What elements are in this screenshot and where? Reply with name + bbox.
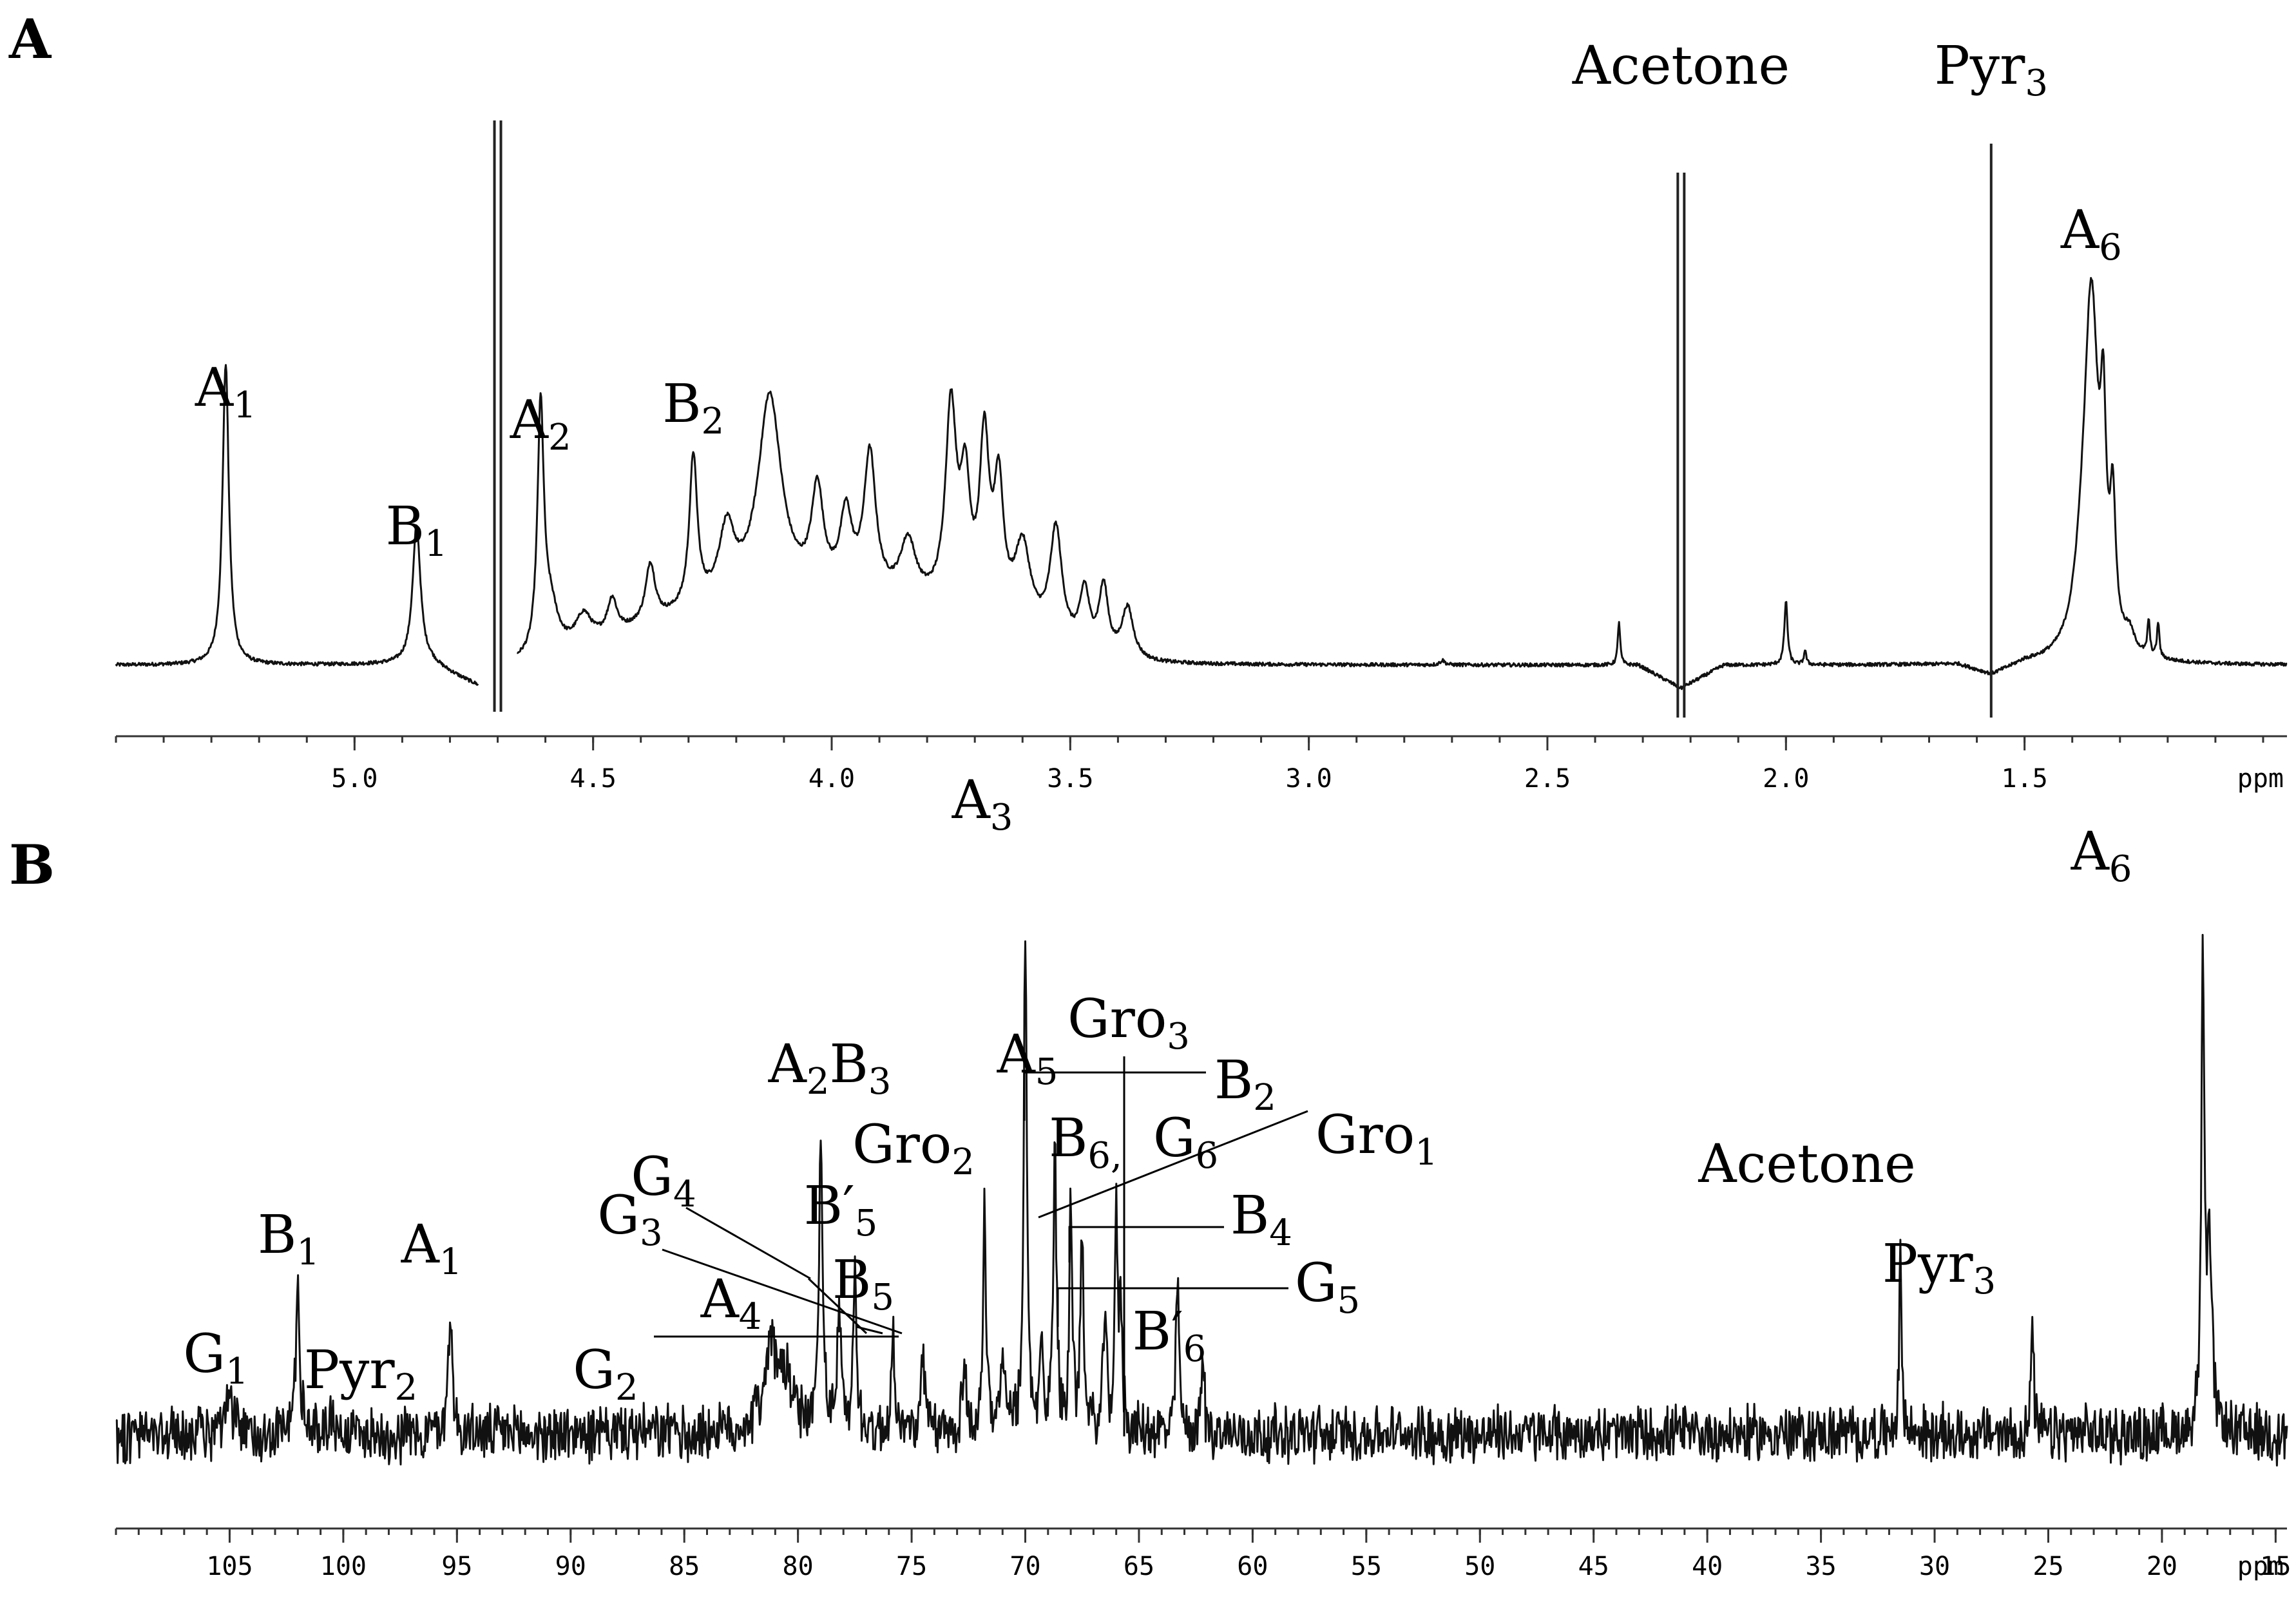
- panel-b-tick-label: 100: [320, 1552, 367, 1581]
- panel-b-tick-label: 85: [669, 1552, 700, 1581]
- carbon-spectrum-trace: [115, 933, 2288, 1467]
- panel-a-solvent-lines: [493, 120, 1993, 718]
- peak-label: Pyr3: [1935, 35, 2048, 104]
- peak-label: B′5: [804, 1176, 878, 1244]
- label-leader-line: [1023, 1071, 1206, 1121]
- panel-a-tick-label: 4.5: [570, 764, 617, 794]
- label-leader-line: [856, 1326, 883, 1335]
- peak-label: Gro1: [1315, 1105, 1438, 1174]
- peak-label: Acetone: [1572, 35, 1790, 97]
- panel-a-tick-label: 5.0: [331, 764, 378, 794]
- peak-label: B1: [258, 1205, 320, 1273]
- peak-label: G4: [631, 1147, 696, 1215]
- peak-label: Gro2: [852, 1114, 975, 1183]
- panel-b-tick-label: 35: [1806, 1552, 1837, 1581]
- panel-b-tick-label: 55: [1351, 1552, 1382, 1581]
- panel-letter-b: B: [9, 833, 55, 897]
- panel-a-1h-spectrum: A 5.0 4.5 4.0 3.5 3.0 2.5 2.0 1.5 ppm A1B1A2B2A…: [8, 7, 2288, 794]
- peak-label: Pyr2: [304, 1340, 417, 1409]
- peak-label: G3: [597, 1185, 662, 1254]
- peak-label: B6,: [1049, 1108, 1122, 1177]
- peak-label: A4: [700, 1269, 762, 1338]
- peak-label: A6: [2060, 200, 2122, 269]
- panel-b-tick-label: 75: [896, 1552, 927, 1581]
- panel-b-tick-label: 90: [555, 1552, 586, 1581]
- peak-label: B4: [1230, 1185, 1292, 1254]
- panel-a-tick-label: 4.0: [808, 764, 855, 794]
- panel-b-tick-label: 50: [1464, 1552, 1495, 1581]
- peak-label: Pyr3: [1882, 1233, 1996, 1302]
- panel-b-tick-label: 45: [1578, 1552, 1609, 1581]
- panel-a-tick-label: 2.5: [1524, 764, 1571, 794]
- label-leader-line: [1038, 1110, 1308, 1219]
- peak-label: G2: [573, 1340, 638, 1409]
- panel-a-ticks: 5.0 4.5 4.0 3.5 3.0 2.5 2.0 1.5: [115, 736, 2264, 794]
- panel-b-ticks: 105 100 95 90 85 80 75 70 65 60 55 50 45 40 35 30 25 20 15: [115, 1529, 2291, 1581]
- peak-label: B1: [386, 496, 448, 565]
- peak-label: A1: [195, 357, 256, 426]
- peak-label: B2: [1214, 1050, 1276, 1119]
- panel-b-tick-label: 65: [1124, 1552, 1154, 1581]
- panel-b-13c-spectrum: B 105 100 95 90 85 80 75 70 65 60 55 50 45 40 35 30 25 20…: [9, 770, 2291, 1581]
- peak-label: Acetone: [1698, 1134, 1915, 1195]
- label-leader-line: [1057, 1287, 1288, 1327]
- panel-a-tick-label: 2.0: [1763, 764, 1809, 794]
- panel-b-label-leaders: [654, 1056, 1308, 1436]
- peak-label: G1: [183, 1324, 248, 1393]
- peak-label: A2B3: [768, 1034, 892, 1103]
- peak-label: B5: [832, 1250, 894, 1319]
- label-leader-line: [1068, 1226, 1224, 1262]
- panel-b-tick-label: 30: [1919, 1552, 1950, 1581]
- peak-label: B2: [662, 374, 724, 443]
- panel-b-tick-label: 105: [206, 1552, 253, 1581]
- peak-label: G5: [1295, 1253, 1360, 1322]
- peak-label: G6: [1153, 1108, 1218, 1177]
- label-leader-line: [685, 1206, 811, 1280]
- panel-b-tick-label: 60: [1237, 1552, 1268, 1581]
- panel-b-tick-label: 15: [2260, 1552, 2291, 1581]
- label-leader-line: [807, 1277, 868, 1335]
- peak-label: A5: [997, 1024, 1058, 1093]
- panel-a-axis-unit: ppm: [2237, 764, 2284, 794]
- peak-label: A6: [2071, 821, 2132, 890]
- panel-letter-a: A: [8, 7, 52, 71]
- panel-b-tick-label: 25: [2033, 1552, 2063, 1581]
- peak-label: A2: [510, 390, 571, 459]
- peak-label: Gro3: [1067, 989, 1190, 1058]
- panel-a-tick-label: 3.5: [1047, 764, 1093, 794]
- peak-label: B′6: [1133, 1301, 1207, 1370]
- label-leader-line: [662, 1248, 903, 1335]
- panel-b-tick-label: 70: [1009, 1552, 1040, 1581]
- panel-b-tick-label: 80: [783, 1552, 814, 1581]
- panel-a-peak-labels: A1 B1 A2 B2 Acetone Pyr3 A6: [195, 35, 2122, 565]
- panel-b-axis-unit: ppm: [2237, 1552, 2284, 1581]
- peak-label: A1: [401, 1214, 463, 1283]
- panel-a-tick-label: 3.0: [1286, 764, 1332, 794]
- panel-a-tick-label: 1.5: [2002, 764, 2048, 794]
- panel-b-tick-label: 95: [441, 1552, 472, 1581]
- panel-b-tick-label: 40: [1692, 1552, 1723, 1581]
- peak-label: A3: [952, 770, 1013, 839]
- panel-b-tick-label: 20: [2147, 1552, 2177, 1581]
